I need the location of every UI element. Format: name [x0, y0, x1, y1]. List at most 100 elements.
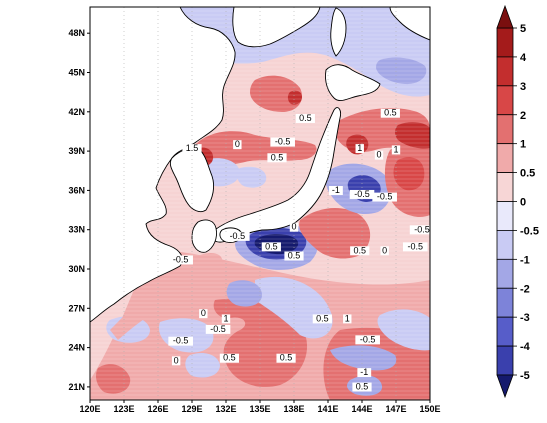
colorbar-label: 0.5	[520, 168, 535, 180]
contour-label-bg	[372, 192, 397, 202]
colorbar-label: -4	[520, 341, 531, 353]
land-russia-east	[232, 7, 321, 48]
contour-label-bg	[261, 242, 281, 252]
lat-tick-label: 45N	[68, 68, 85, 78]
contour-label-bg	[168, 336, 193, 346]
contour-label: -0.5	[210, 324, 226, 334]
latitude-axis: 21N 24N 27N 30N 33N 36N 39N 42N 45N 48N	[68, 28, 90, 392]
contour-label: -0.5	[230, 231, 246, 241]
colorbar-label: 3	[520, 81, 526, 93]
lat-tick-label: 21N	[68, 382, 85, 392]
contour-label: 0	[174, 355, 179, 365]
colorbar-label: 2	[520, 110, 526, 122]
land-kyushu	[191, 219, 217, 253]
colorbar-segment	[496, 201, 514, 231]
contour-label-bg	[312, 314, 332, 324]
contour-label: 0	[382, 245, 387, 255]
colorbar-label: 4	[520, 52, 527, 64]
contour-label-bg	[221, 314, 231, 324]
colorbar-segment	[496, 56, 514, 87]
contour-label: 1	[223, 313, 228, 323]
contour-label: -0.5	[414, 224, 430, 234]
colorbar-segment	[496, 287, 514, 318]
contour-label-bg	[168, 255, 193, 265]
lon-tick-label: 132E	[215, 404, 236, 414]
contour-label-bg	[402, 242, 428, 252]
contour-label: 1	[393, 144, 398, 154]
contour-label: 0.5	[265, 241, 278, 251]
lon-tick-label: 129E	[181, 404, 202, 414]
lat-tick-label: 42N	[68, 107, 85, 117]
colorbar-label: 0	[520, 197, 526, 209]
contour-label: 0	[291, 222, 296, 232]
land-japan-honshu	[211, 107, 341, 243]
colorbar-label: -1	[520, 254, 530, 266]
lon-tick-label: 138E	[283, 404, 304, 414]
colorbar-segment	[496, 316, 514, 347]
colorbar-segment	[496, 27, 514, 58]
lat-tick-label: 33N	[68, 225, 85, 235]
contour-label-bg	[374, 150, 384, 160]
contour-label-bg	[225, 231, 250, 241]
contour-label: 1	[345, 313, 350, 323]
contour-label-bg	[289, 222, 299, 232]
land-asia-mainland	[90, 7, 236, 323]
contour-label: -0.5	[173, 254, 189, 264]
colorbar-segment	[496, 114, 514, 145]
colorbar-label: -3	[520, 312, 530, 324]
contour-label: 0.5	[356, 382, 369, 392]
contour-label: 0.5	[280, 353, 293, 363]
contour-label: -0.5	[275, 137, 291, 147]
colorbar-segment	[496, 172, 514, 202]
contour-label: 0.5	[271, 152, 284, 162]
contour-label: -1	[360, 367, 368, 377]
colorbar-label: 1	[520, 139, 526, 151]
contour-label: 0	[235, 139, 240, 149]
contour-label-bg	[182, 144, 202, 154]
colorbar-segment	[496, 345, 514, 376]
land-sakhalin	[330, 7, 347, 57]
contour-label: 0.5	[288, 251, 301, 261]
contour-label-bg	[380, 246, 389, 256]
contour-label-bg	[233, 140, 242, 150]
contour-label-bg	[267, 153, 287, 163]
colorbar-label: -5	[520, 370, 530, 382]
contour-label: 1	[357, 143, 362, 153]
contour-label-bg	[355, 144, 364, 154]
colorbar-segment	[496, 258, 514, 289]
contour-label-bg	[350, 246, 370, 256]
contour-label-bg	[295, 113, 315, 123]
lon-tick-label: 126E	[147, 404, 168, 414]
contour-label-bg	[270, 137, 295, 147]
colorbar-label: 5	[520, 23, 526, 35]
lon-tick-label: 135E	[249, 404, 270, 414]
lon-tick-label: 150E	[419, 404, 440, 414]
contour-label: 0.5	[316, 313, 329, 323]
contour-label-bg	[391, 145, 401, 155]
colorbar: 5 4 3 2 1 0.5 0 -0.5 -1 -2 -3 -4 -5	[496, 4, 539, 399]
contour-label-bg	[284, 251, 304, 261]
contour-label-bg	[380, 108, 400, 118]
contour-label-bg	[219, 353, 239, 363]
contour-label: 0.5	[384, 108, 397, 118]
lat-tick-label: 27N	[68, 303, 85, 313]
colorbar-segment	[496, 143, 514, 173]
contour-label: 0	[376, 150, 381, 160]
contour-label: 0.5	[299, 113, 312, 123]
lon-tick-label: 141E	[317, 404, 338, 414]
lon-tick-label: 120E	[79, 404, 100, 414]
contour-label-bg	[352, 382, 372, 392]
colorbar-segment	[496, 85, 514, 116]
contour-label: -0.5	[173, 336, 189, 346]
lat-tick-label: 30N	[68, 264, 85, 274]
contour-label-bg	[357, 368, 372, 378]
colorbar-label: -2	[520, 283, 530, 295]
contour-label: -1	[332, 185, 340, 195]
contour-label-bg	[355, 335, 380, 345]
contour-label-bg	[329, 186, 343, 196]
lat-tick-label: 36N	[68, 185, 85, 195]
lat-tick-label: 24N	[68, 343, 85, 353]
contour-label: 0.5	[353, 245, 366, 255]
contour-label: 0.5	[223, 353, 236, 363]
lon-tick-label: 147E	[385, 404, 406, 414]
